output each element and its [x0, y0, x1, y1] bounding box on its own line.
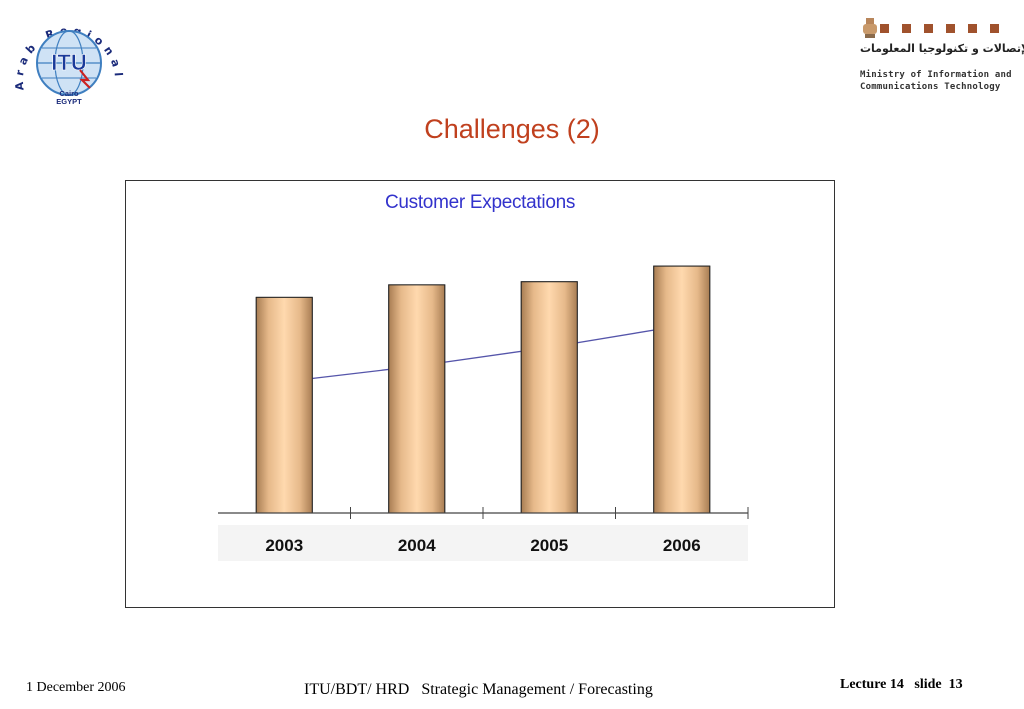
chart-title: Customer Expectations — [384, 192, 576, 213]
ministry-name-line2: Communications Technology — [860, 82, 1001, 92]
square-icon — [924, 24, 933, 33]
ministry-emblem-icon — [863, 18, 877, 38]
itu-logo: Arab Regional Office ITU Cairo EGYPT — [3, 0, 128, 108]
ministry-squares — [880, 24, 999, 33]
x-axis-label-band — [218, 525, 748, 561]
square-icon — [880, 24, 889, 33]
footer-title: ITU/BDT/ HRD Strategic Management / Fore… — [304, 681, 653, 698]
bar-front-2005 — [520, 281, 578, 514]
ministry-name-line1: Ministry of Information and — [860, 70, 1012, 80]
bar-chart: 2003 2004 2005 2006 — [218, 265, 749, 561]
plot-area: 2003 2004 2005 2006 — [218, 265, 749, 561]
footer-slide-number: Lecture 14 slide 13 — [840, 677, 963, 692]
square-icon — [990, 24, 999, 33]
itu-city: Cairo — [59, 89, 79, 98]
bar-front-2003 — [255, 296, 313, 514]
trend-line — [284, 324, 682, 383]
bar-front-2006 — [653, 265, 711, 514]
square-icon — [968, 24, 977, 33]
footer-date: 1 December 2006 — [26, 680, 126, 695]
itu-country: EGYPT — [56, 97, 82, 106]
ministry-arabic-name: وزارة الإتصالات و تكنولوجيا المعلومات — [860, 42, 1024, 55]
bar-front-2004 — [388, 284, 446, 514]
chart-frame: 2003 2004 2005 2006 Customer Expectations — [125, 180, 835, 608]
square-icon — [946, 24, 955, 33]
ministry-logo: وزارة الإتصالات و تكنولوجيا المعلومات Mi… — [858, 12, 1024, 102]
slide-title: Challenges (2) — [424, 114, 600, 144]
x-tick-label-2003: 2003 — [265, 536, 303, 555]
x-tick-label-2005: 2005 — [530, 536, 568, 555]
x-tick-label-2004: 2004 — [398, 536, 436, 555]
x-tick-label-2006: 2006 — [663, 536, 701, 555]
square-icon — [902, 24, 911, 33]
